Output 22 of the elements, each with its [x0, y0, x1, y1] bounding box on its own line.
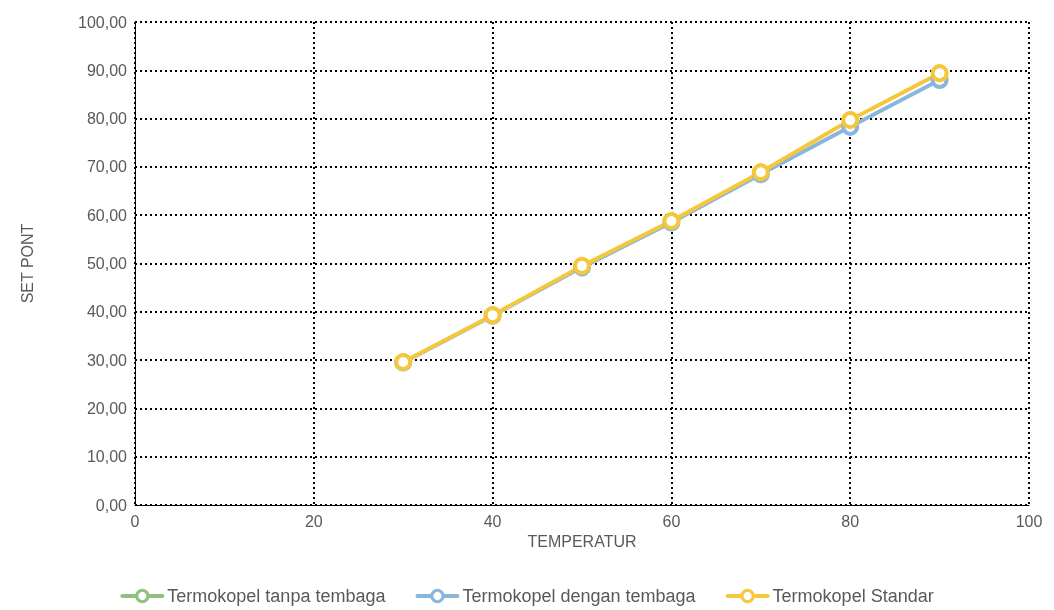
y-tick-label: 30,00 — [86, 351, 128, 369]
y-tick-label: 20,00 — [86, 399, 128, 417]
y-tick-label: 80,00 — [86, 110, 128, 128]
x-tick-label: 100 — [1015, 512, 1043, 530]
y-tick-label: 60,00 — [86, 206, 128, 224]
y-tick-label: 100,00 — [78, 13, 128, 31]
y-tick-label: 90,00 — [86, 61, 128, 79]
y-tick-label: 50,00 — [86, 255, 128, 272]
x-axis-title: TEMPERATUR — [527, 533, 637, 551]
x-tick-label: 40 — [483, 512, 502, 530]
x-tick-label: 80 — [841, 512, 860, 530]
y-axis-title: SET PONT — [18, 223, 36, 304]
legend-label: Termokopel Standar — [772, 586, 934, 606]
x-tick-label: 0 — [130, 512, 140, 530]
legend-label: Termokopel tanpa tembaga — [167, 586, 387, 606]
y-tick-label: 40,00 — [86, 303, 128, 321]
x-tick-label: 20 — [304, 512, 323, 530]
legend-label: Termokopel dengan tembaga — [462, 586, 697, 606]
y-tick-label: 0,00 — [95, 496, 128, 514]
x-tick-label: 60 — [662, 512, 681, 530]
y-tick-label: 70,00 — [86, 158, 128, 176]
y-tick-label: 10,00 — [86, 448, 128, 466]
